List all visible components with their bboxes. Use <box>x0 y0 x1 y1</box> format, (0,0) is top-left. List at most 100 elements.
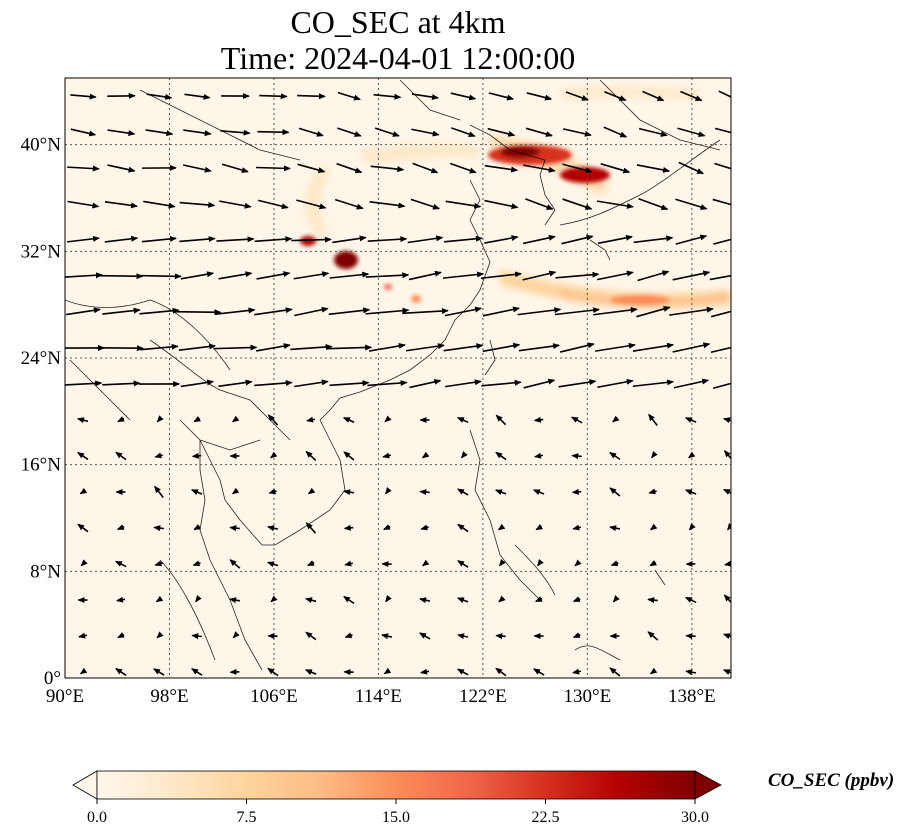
wind-arrow <box>482 342 521 353</box>
wind-arrow <box>457 488 469 496</box>
wind-arrow <box>369 343 406 352</box>
wind-arrow <box>494 489 507 496</box>
wind-arrow <box>79 487 88 495</box>
wind-arrow <box>481 379 522 387</box>
wind-arrow <box>411 93 439 101</box>
wind-arrow <box>609 525 621 532</box>
wind-arrow <box>596 200 634 209</box>
wind-arrow <box>67 165 100 172</box>
lon-tick-label: 98°E <box>150 686 188 707</box>
wind-arrow <box>484 199 519 210</box>
wind-arrow <box>450 127 476 137</box>
wind-arrow <box>365 272 410 279</box>
wind-arrow <box>488 92 515 101</box>
wind-arrow <box>115 451 127 461</box>
wind-arrow <box>685 633 696 640</box>
colorbar-extend-max <box>694 770 722 800</box>
wind-arrow <box>179 236 216 243</box>
lon-tick-label: 114°E <box>355 686 402 707</box>
wind-arrow <box>191 668 203 676</box>
wind-arrow <box>334 198 364 210</box>
wind-arrow <box>117 416 125 423</box>
wind-arrow <box>305 450 317 462</box>
wind-arrow <box>405 343 445 352</box>
wind-arrow <box>291 236 332 243</box>
colorbar-tick-label: 22.5 <box>532 809 560 826</box>
wind-arrow <box>116 524 125 531</box>
wind-arrow <box>369 200 406 209</box>
wind-arrow <box>632 342 675 352</box>
coastlines <box>65 79 721 671</box>
wind-arrow <box>221 163 249 173</box>
colorbar-tick-label: 0.0 <box>87 809 107 826</box>
wind-arrow <box>382 452 391 459</box>
wind-arrow <box>534 596 543 603</box>
wind-arrow <box>709 274 731 281</box>
wind-arrow <box>99 273 144 280</box>
wind-arrow <box>456 416 469 424</box>
map-frame <box>64 77 732 679</box>
wind-arrow <box>672 342 711 353</box>
wind-arrow <box>307 487 316 495</box>
wind-arrow <box>115 668 127 676</box>
wind-arrow <box>344 560 353 567</box>
wind-arrow <box>229 559 241 569</box>
wind-arrow <box>154 485 164 498</box>
wind-arrow <box>305 597 317 604</box>
wind-arrow <box>218 271 253 280</box>
wind-arrow <box>572 632 581 639</box>
wind-arrow <box>65 307 101 316</box>
wind-arrow <box>290 344 333 351</box>
wind-arrow <box>612 415 620 423</box>
wind-arrow <box>410 198 441 210</box>
wind-arrow <box>155 595 164 603</box>
wind-arrow <box>685 669 697 676</box>
wind-arrow <box>712 382 731 390</box>
wind-arrow <box>254 307 293 316</box>
wind-arrow <box>450 92 477 101</box>
wind-arrow <box>722 633 731 640</box>
wind-arrow <box>572 668 582 675</box>
wind-arrow <box>638 127 668 137</box>
wind-arrow <box>722 488 731 495</box>
wind-arrow <box>443 343 484 352</box>
wind-arrow <box>293 271 330 280</box>
wind-arrow <box>495 667 507 677</box>
wind-arrow <box>365 307 410 315</box>
wind-arrow <box>337 127 362 137</box>
wind-arrow <box>329 271 370 279</box>
wind-arrow <box>336 162 363 174</box>
wind-arrow <box>684 417 697 423</box>
wind-arrow <box>229 525 240 532</box>
wind-arrow <box>609 451 621 461</box>
wind-arrow <box>523 378 556 389</box>
colorbar-extend-min <box>72 770 98 800</box>
wind-arrow <box>647 631 659 641</box>
wind-arrow <box>408 270 442 281</box>
wind-arrow <box>254 236 293 243</box>
wind-arrow <box>572 596 581 603</box>
wind-arrow <box>688 523 696 531</box>
wind-arrow <box>574 559 582 567</box>
wind-arrow <box>332 235 367 244</box>
wind-arrow <box>80 559 88 567</box>
colorbar-tick-label: 7.5 <box>237 809 257 826</box>
wind-arrow <box>153 668 165 676</box>
wind-arrow <box>116 596 126 603</box>
wind-arrow <box>412 162 439 174</box>
wind-arrow <box>554 307 600 316</box>
wind-arrow <box>600 163 631 174</box>
lat-tick-labels: 0° 8°N 16°N 24°N 32°N 40°N <box>21 135 62 689</box>
wind-arrow <box>533 668 545 676</box>
wind-arrow <box>457 633 469 640</box>
wind-arrow <box>266 561 279 568</box>
wind-arrow <box>218 379 253 388</box>
wind-arrow <box>231 487 240 495</box>
wind-arrow <box>495 633 506 640</box>
wind-arrow <box>497 523 506 531</box>
wind-arrow <box>107 129 136 137</box>
wind-arrow <box>672 270 711 281</box>
wind-arrow <box>482 306 520 317</box>
wind-arrow <box>367 380 408 387</box>
